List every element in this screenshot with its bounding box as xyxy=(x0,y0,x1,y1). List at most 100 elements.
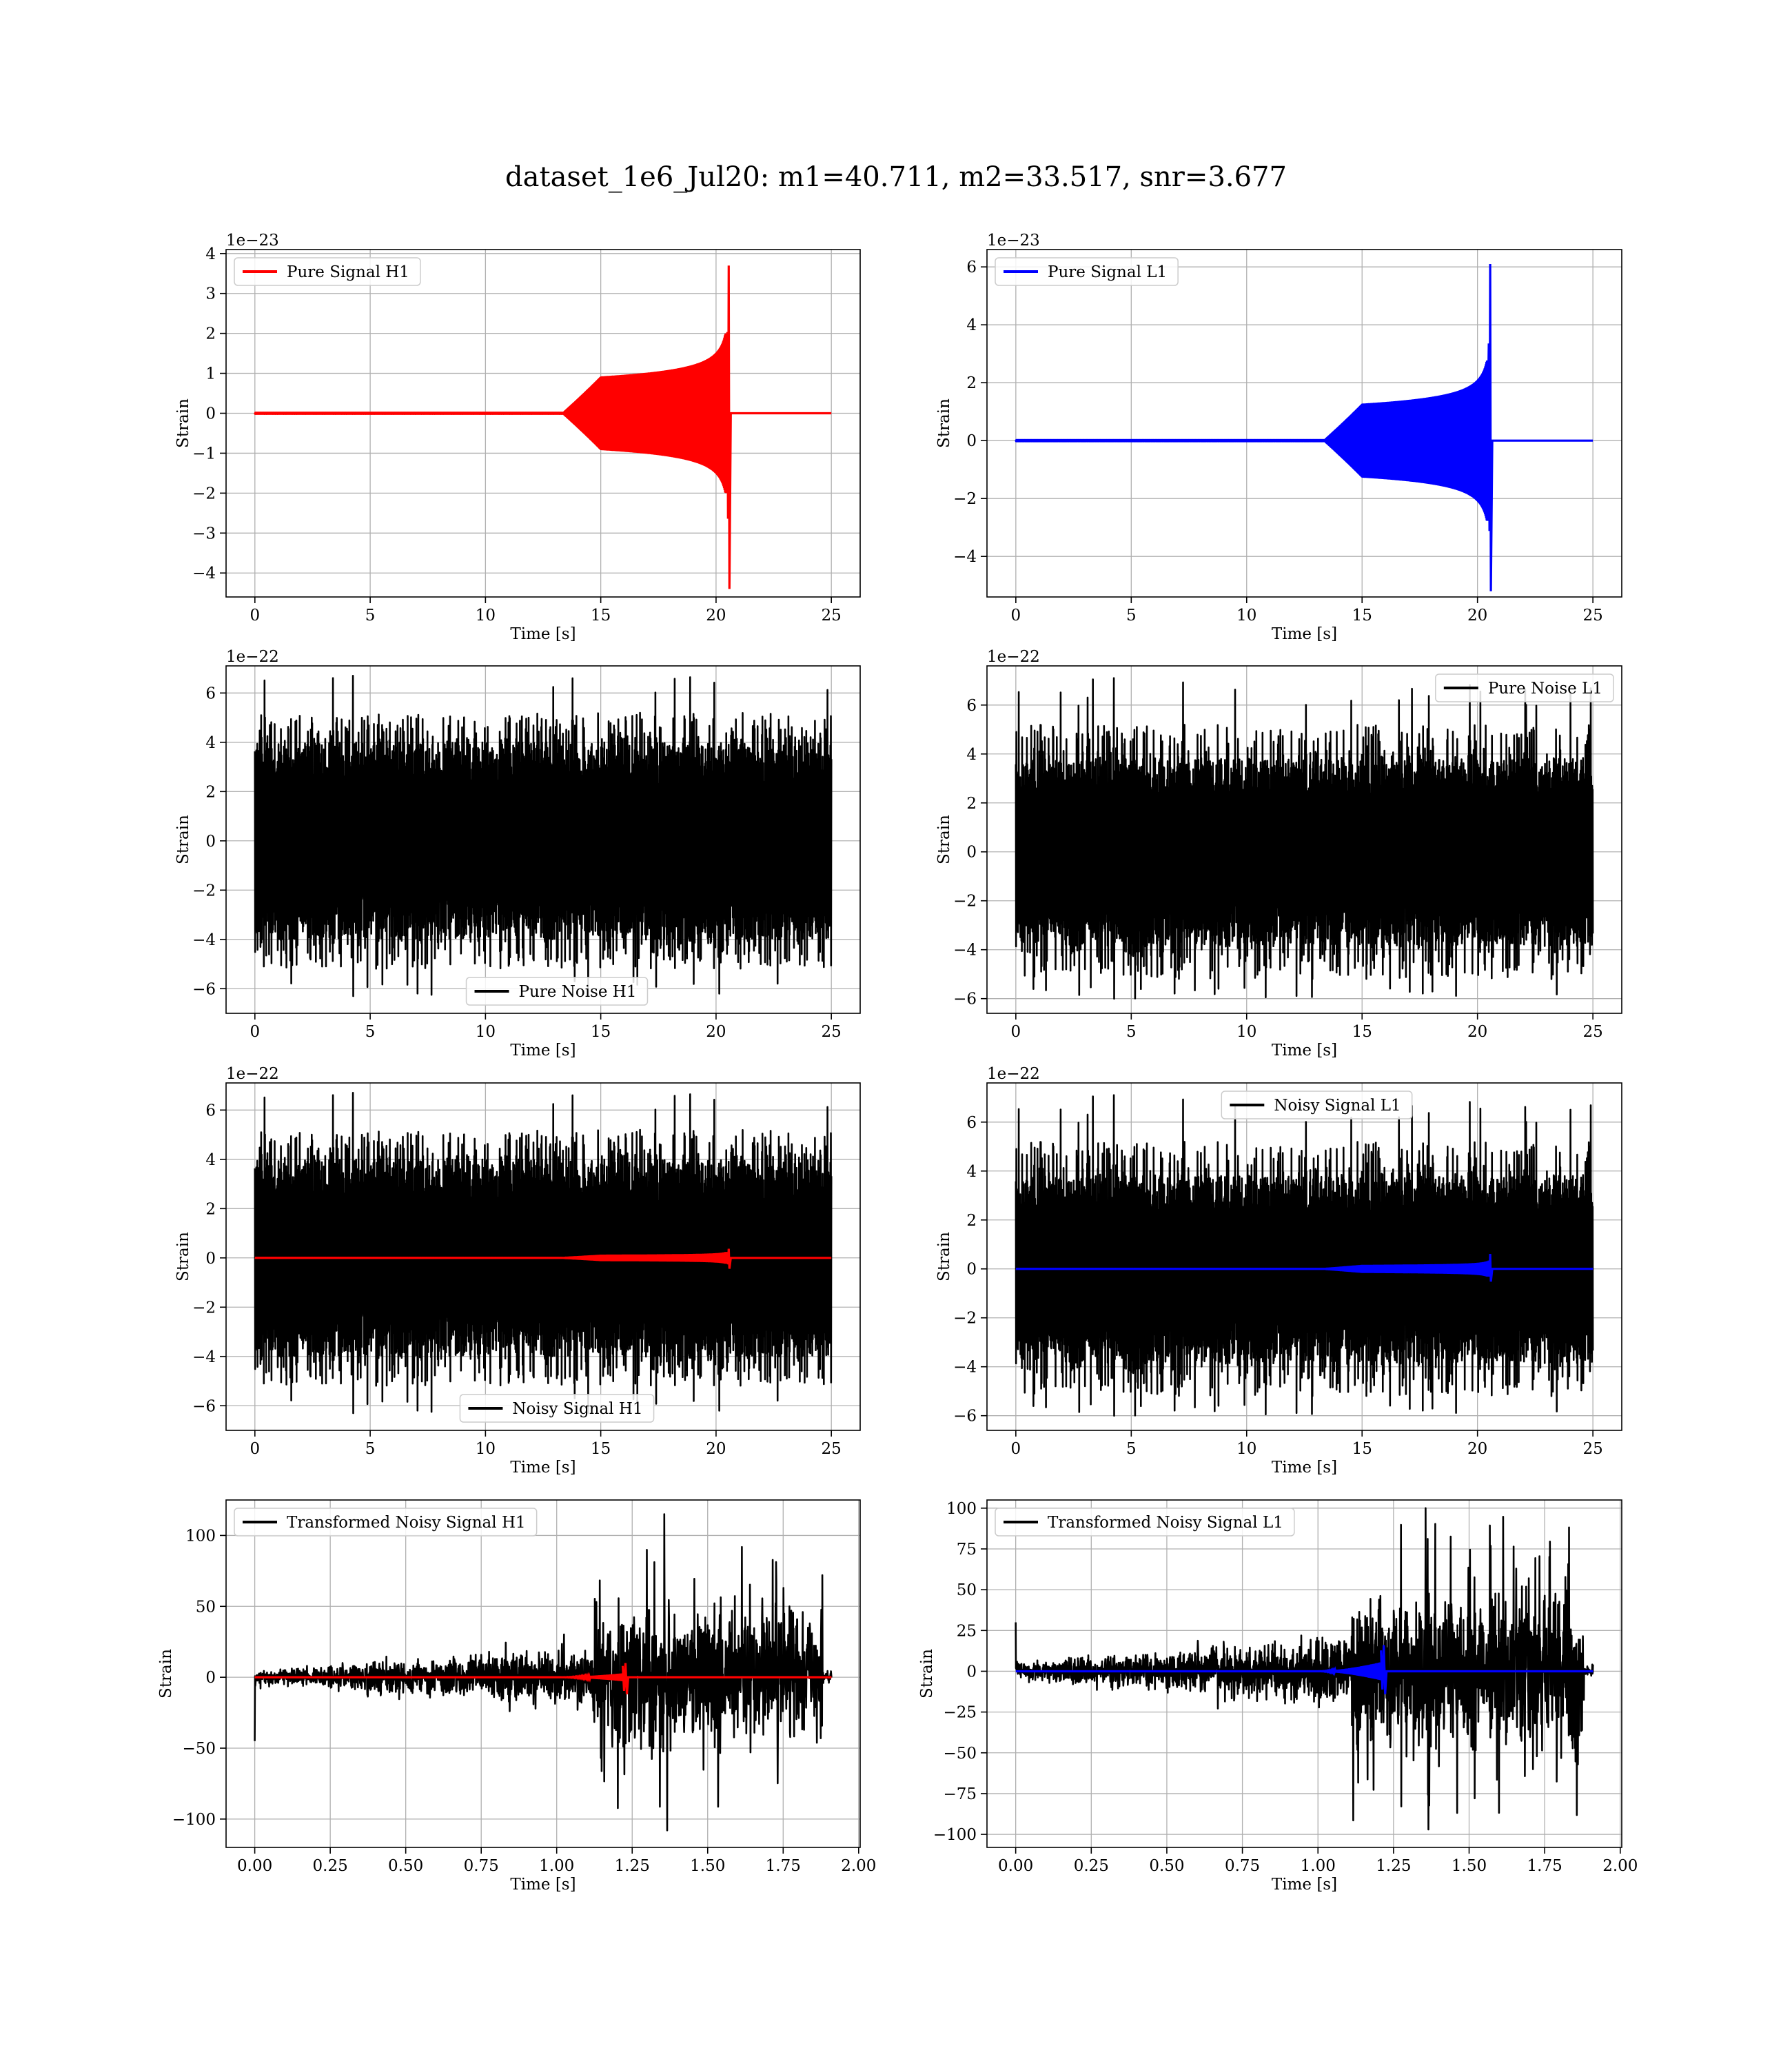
legend-label: Transformed Noisy Signal L1 xyxy=(1048,1514,1283,1532)
legend: Pure Signal H1 xyxy=(234,257,421,286)
x-axis-label: Time [s] xyxy=(1272,625,1337,643)
y-tick-label: 0 xyxy=(966,1261,977,1279)
y-tick-label: 4 xyxy=(205,245,216,263)
y-tick-label: −2 xyxy=(953,1310,977,1328)
y-tick-label: 1 xyxy=(205,365,216,383)
y-axis-label: Strain xyxy=(157,1649,175,1699)
subplot-pure-signal-l1: 0 5 10 15 20 25 −4 −2 0 2 4 6 Time [s] Strain 1e−23 Pur… xyxy=(935,232,1622,643)
axes-frame xyxy=(986,1499,1622,1848)
plot-area xyxy=(1015,1094,1594,1417)
y-tick-label: −100 xyxy=(172,1811,216,1829)
signal-trace xyxy=(254,1672,832,1683)
axis-offset-label: 1e−22 xyxy=(987,648,1040,666)
plot-area xyxy=(254,1092,833,1415)
subplot-noisy-signal-h1: 0 5 10 15 20 25 −6 −4 −2 0 2 4 6 Time [s] Strain 1e−22 N… xyxy=(174,1065,861,1477)
merger-peak xyxy=(621,1663,630,1694)
grid xyxy=(226,1500,860,1847)
legend: Transformed Noisy Signal H1 xyxy=(234,1508,538,1537)
x-tick-label: 20 xyxy=(1467,607,1487,625)
x-tick-label: 2.00 xyxy=(1602,1857,1638,1875)
x-tick-label: 15 xyxy=(591,1440,611,1458)
x-axis-label: Time [s] xyxy=(1272,1459,1337,1477)
subplot-transformed-h1: 0.00 0.25 0.50 0.75 1.00 1.25 1.50 1.75 2.00 −100… xyxy=(157,1499,876,1894)
x-tick-label: 0.00 xyxy=(237,1857,272,1875)
x-tick-label: 1.50 xyxy=(690,1857,725,1875)
legend-label: Pure Signal H1 xyxy=(287,263,409,281)
noise-trace xyxy=(1015,677,1594,1000)
y-axis-label: Strain xyxy=(174,815,192,864)
x-tick-label: 5 xyxy=(365,607,376,625)
y-axis-label: Strain xyxy=(174,1232,192,1281)
y-tick-label: 50 xyxy=(196,1598,216,1616)
y-tick-label: 4 xyxy=(966,316,977,334)
y-tick-label: 6 xyxy=(966,697,977,715)
subplot-transformed-l1: 0.00 0.25 0.50 0.75 1.00 1.25 1.50 1.75 2.00 −100… xyxy=(918,1499,1638,1894)
plot-area xyxy=(1015,263,1594,591)
legend: Noisy Signal H1 xyxy=(459,1394,655,1423)
x-tick-label: 10 xyxy=(476,1440,496,1458)
noise-trace xyxy=(254,675,833,997)
y-tick-label: 2 xyxy=(205,783,216,801)
y-tick-label: 0 xyxy=(205,1669,216,1687)
y-tick-label: 4 xyxy=(205,734,216,752)
x-tick-label: 25 xyxy=(1582,607,1602,625)
x-tick-label: 0.75 xyxy=(1225,1857,1260,1875)
axis-offset-label: 1e−22 xyxy=(226,648,279,666)
merger-peak xyxy=(724,1248,732,1269)
x-axis-label: Time [s] xyxy=(510,625,576,643)
y-tick-label: −6 xyxy=(192,980,216,998)
x-tick-label: 25 xyxy=(1582,1023,1602,1041)
y-tick-label: 75 xyxy=(957,1541,977,1559)
x-tick-label: 10 xyxy=(1236,1440,1256,1458)
legend-label: Pure Noise L1 xyxy=(1488,680,1602,698)
y-axis-label: Strain xyxy=(935,1232,953,1281)
legend: Noisy Signal L1 xyxy=(1221,1091,1413,1119)
y-tick-label: −75 xyxy=(943,1785,977,1803)
legend-box xyxy=(234,1508,538,1537)
subplot-pure-signal-h1: 0 5 10 15 20 25 −4 −3 −2 −1 0 1 2 3 4 Time [s] Strain 1e−… xyxy=(174,232,861,643)
x-tick-label: 10 xyxy=(1236,1023,1256,1041)
legend-box xyxy=(1221,1091,1413,1119)
merger-peak xyxy=(724,265,732,589)
x-tick-label: 10 xyxy=(1236,607,1256,625)
axis-offset-label: 1e−23 xyxy=(987,232,1040,250)
x-tick-label: 0 xyxy=(1011,1023,1021,1041)
plot-area xyxy=(1015,1507,1594,1831)
x-tick-label: 1.00 xyxy=(539,1857,574,1875)
y-tick-label: 4 xyxy=(966,1163,977,1181)
plot-area xyxy=(254,1513,833,1832)
x-tick-label: 0 xyxy=(250,1023,260,1041)
axis-offset-label: 1e−23 xyxy=(226,232,279,250)
x-tick-label: 20 xyxy=(706,1023,726,1041)
x-tick-label: 20 xyxy=(1467,1023,1487,1041)
y-axis-label: Strain xyxy=(174,398,192,448)
x-tick-label: 0.75 xyxy=(464,1857,499,1875)
y-tick-label: 50 xyxy=(957,1581,977,1599)
x-tick-label: 0.25 xyxy=(1074,1857,1109,1875)
noise-trace xyxy=(1015,1094,1594,1417)
y-tick-label: −4 xyxy=(192,931,216,949)
y-tick-label: −6 xyxy=(953,991,977,1008)
signal-trace xyxy=(1015,1261,1594,1277)
y-tick-label: 0 xyxy=(966,844,977,862)
x-tick-label: 0 xyxy=(250,607,260,625)
y-tick-label: −6 xyxy=(953,1408,977,1426)
y-tick-label: 2 xyxy=(205,1200,216,1218)
merger-peak xyxy=(1380,1645,1388,1694)
y-tick-label: 0 xyxy=(966,1663,977,1681)
x-tick-label: 0.50 xyxy=(1149,1857,1184,1875)
x-tick-label: 25 xyxy=(822,607,842,625)
figure-title: dataset_1e6_Jul20: m1=40.711, m2=33.517,… xyxy=(505,161,1287,193)
y-tick-label: −50 xyxy=(943,1745,977,1763)
x-tick-label: 25 xyxy=(822,1440,842,1458)
axes-frame xyxy=(986,1082,1622,1431)
axes-frame xyxy=(225,249,861,598)
x-tick-label: 1.75 xyxy=(1527,1857,1562,1875)
y-tick-label: 2 xyxy=(966,795,977,813)
x-tick-label: 1.50 xyxy=(1452,1857,1487,1875)
y-tick-label: 0 xyxy=(205,405,216,423)
x-tick-label: 0 xyxy=(1011,607,1021,625)
legend: Pure Noise L1 xyxy=(1435,673,1614,702)
x-tick-label: 25 xyxy=(1582,1440,1602,1458)
